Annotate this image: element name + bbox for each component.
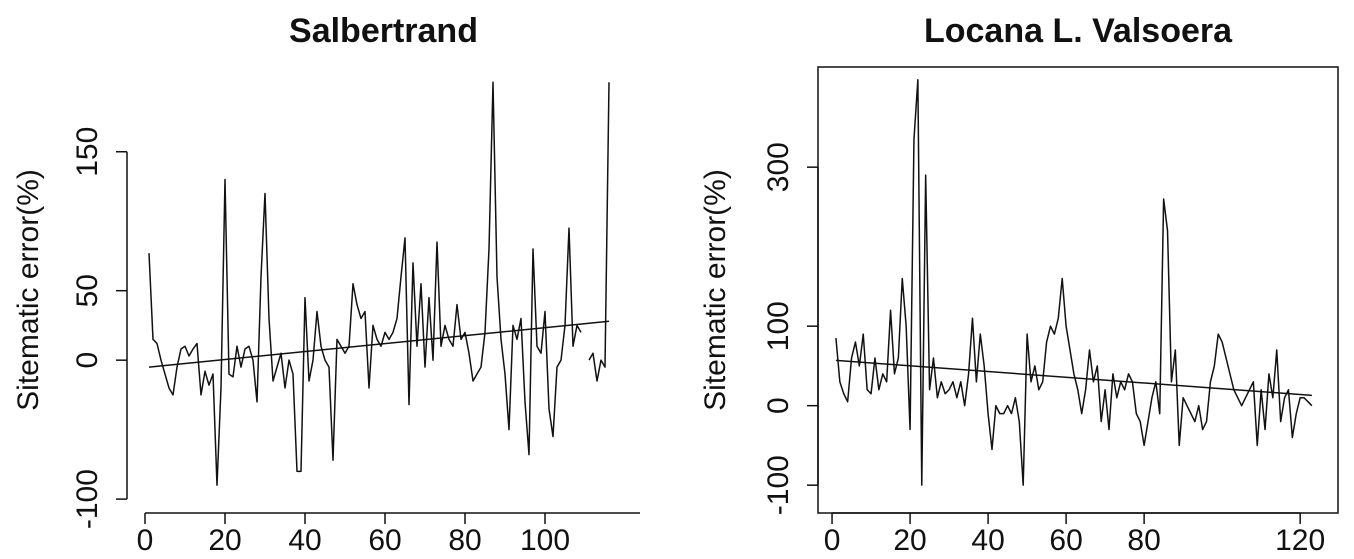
x-tick-label: 20 [208,524,241,557]
y-tick-label: -100 [71,469,104,529]
x-tick-label: 0 [824,524,841,557]
x-tick-label: 80 [448,524,481,557]
data-line [835,78,1313,486]
y-axis-label: Sitematic error(%) [699,169,732,411]
y-tick-label: 0 [71,352,104,369]
y-tick-label: 100 [762,301,795,351]
x-tick-label: 20 [893,524,926,557]
plot-frame [817,66,1339,514]
x-tick-label: 60 [1049,524,1082,557]
chart-title: Locana L. Valsoera [924,12,1233,50]
x-tick-label: 80 [1127,524,1160,557]
x-tick-label: 40 [971,524,1004,557]
y-tick-label: 150 [71,127,104,177]
chart-title: Salbertrand [289,12,478,50]
y-tick-label: 0 [762,397,795,414]
x-tick-label: 120 [1275,524,1325,557]
data-line [148,81,610,486]
y-tick-label: -100 [762,455,795,515]
y-axis-label: Sitematic error(%) [12,169,45,411]
x-tick-label: 0 [137,524,154,557]
x-tick-label: 100 [520,524,570,557]
trend-line [148,320,610,368]
y-tick-label: 300 [762,142,795,192]
x-tick-label: 40 [288,524,321,557]
x-tick-label: 60 [368,524,401,557]
y-tick-label: 50 [71,274,104,307]
trend-line [835,359,1312,397]
